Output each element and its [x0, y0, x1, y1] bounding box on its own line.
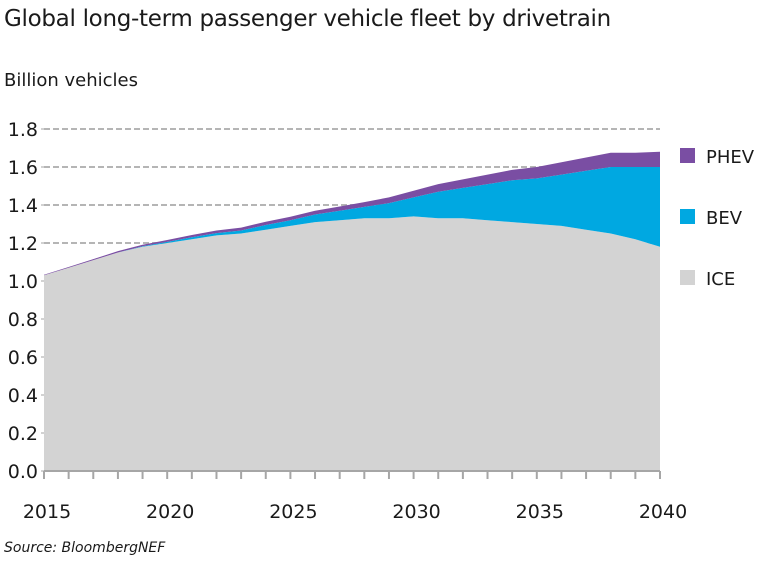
chart-title: Global long-term passenger vehicle fleet… [4, 6, 611, 32]
y-axis-label: Billion vehicles [4, 70, 138, 91]
y-tick-label: 1.6 [8, 157, 38, 179]
y-tick-label: 1.8 [8, 119, 38, 141]
area-ice [44, 216, 660, 471]
y-tick-label: 0.4 [8, 385, 38, 407]
y-tick-label: 0.8 [8, 309, 38, 331]
y-tick-label: 1.4 [8, 195, 38, 217]
legend-swatch [680, 148, 695, 163]
axes [41, 128, 661, 479]
x-tick-label: 2035 [516, 501, 564, 523]
x-tick-label: 2040 [639, 501, 687, 523]
x-tick-label: 2030 [392, 501, 440, 523]
y-tick-labels: 0.0 0.2 0.4 0.6 0.8 1.0 1.2 1.4 1.6 1.8 [8, 119, 38, 483]
legend-item-ice: ICE [680, 269, 735, 290]
legend-swatch [680, 209, 695, 224]
x-tick-label: 2015 [23, 501, 71, 523]
legend-swatch [680, 270, 695, 285]
y-tick-label: 0.2 [8, 423, 38, 445]
x-tick-label: 2020 [146, 501, 194, 523]
y-tick-label: 1.0 [8, 271, 38, 293]
legend-label: PHEV [706, 147, 755, 168]
legend-label: BEV [706, 208, 743, 229]
area-bev [44, 167, 660, 276]
y-tick-label: 0.0 [8, 461, 38, 483]
legend-item-phev: PHEV [680, 147, 755, 168]
source-note: Source: BloombergNEF [4, 540, 166, 556]
legend: PHEV BEV ICE [680, 147, 755, 290]
x-tick-label: 2025 [269, 501, 317, 523]
legend-label: ICE [706, 269, 735, 290]
area-phev [44, 151, 660, 276]
legend-item-bev: BEV [680, 208, 743, 229]
area-series [44, 151, 660, 471]
x-tick-labels: 2015 2020 2025 2030 2035 2040 [23, 501, 687, 523]
y-tick-label: 1.2 [8, 233, 38, 255]
y-tick-label: 0.6 [8, 347, 38, 369]
